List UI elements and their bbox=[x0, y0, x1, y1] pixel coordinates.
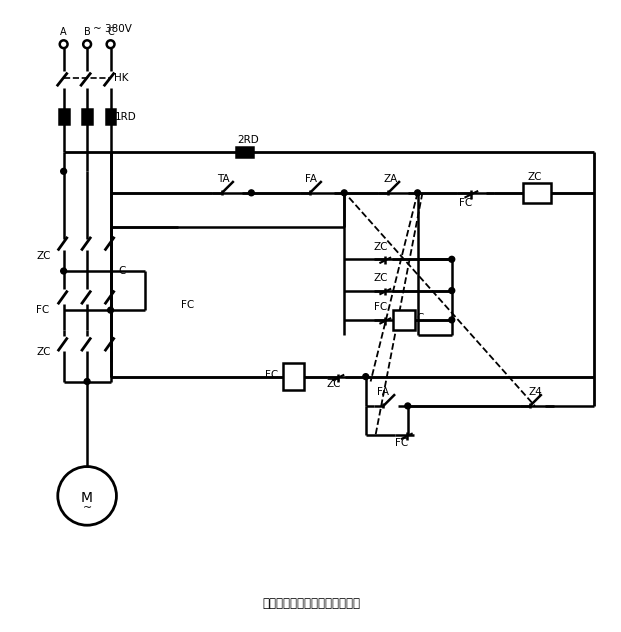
Circle shape bbox=[449, 317, 455, 323]
Circle shape bbox=[61, 168, 66, 174]
Text: ZC: ZC bbox=[36, 347, 51, 357]
Text: FA: FA bbox=[305, 174, 317, 184]
Text: TA: TA bbox=[217, 174, 230, 184]
Text: 1RD: 1RD bbox=[114, 112, 136, 121]
Bar bbox=[82, 109, 92, 125]
Text: 2RD: 2RD bbox=[238, 135, 260, 145]
Bar bbox=[59, 109, 68, 125]
Text: FC: FC bbox=[36, 305, 50, 315]
Circle shape bbox=[449, 257, 455, 262]
Circle shape bbox=[342, 190, 347, 196]
Text: FA: FA bbox=[378, 387, 389, 398]
Text: FC: FC bbox=[181, 300, 194, 310]
Text: ZC: ZC bbox=[374, 241, 388, 252]
Text: HK: HK bbox=[114, 73, 129, 83]
Text: A: A bbox=[60, 27, 67, 37]
Circle shape bbox=[84, 379, 90, 384]
Text: FC: FC bbox=[265, 370, 278, 380]
Bar bbox=[523, 183, 550, 203]
Circle shape bbox=[363, 374, 369, 380]
Circle shape bbox=[107, 307, 114, 313]
Circle shape bbox=[405, 403, 410, 409]
Text: C: C bbox=[119, 266, 126, 276]
Text: ~: ~ bbox=[83, 502, 92, 513]
Text: Z4: Z4 bbox=[528, 387, 542, 398]
Bar bbox=[393, 310, 415, 330]
Text: ZC: ZC bbox=[527, 172, 542, 182]
Text: B: B bbox=[84, 27, 91, 37]
Text: FC: FC bbox=[395, 438, 409, 448]
Text: C: C bbox=[417, 313, 424, 323]
Text: FC: FC bbox=[459, 198, 472, 207]
Circle shape bbox=[61, 268, 66, 274]
Text: FC: FC bbox=[374, 302, 387, 312]
Bar bbox=[106, 109, 116, 125]
Text: ZC: ZC bbox=[374, 273, 388, 283]
Circle shape bbox=[248, 190, 254, 196]
Bar bbox=[283, 363, 304, 391]
Text: 由三个接触器组成的正反转控制: 由三个接触器组成的正反转控制 bbox=[262, 597, 360, 610]
Circle shape bbox=[449, 288, 455, 293]
Circle shape bbox=[415, 190, 420, 196]
Text: ZC: ZC bbox=[327, 379, 341, 389]
Text: ~ 380V: ~ 380V bbox=[93, 23, 132, 33]
Text: C: C bbox=[107, 27, 114, 37]
Bar bbox=[236, 147, 253, 157]
Text: ZC: ZC bbox=[36, 252, 51, 262]
Text: M: M bbox=[81, 491, 93, 505]
Text: ZA: ZA bbox=[383, 174, 397, 184]
